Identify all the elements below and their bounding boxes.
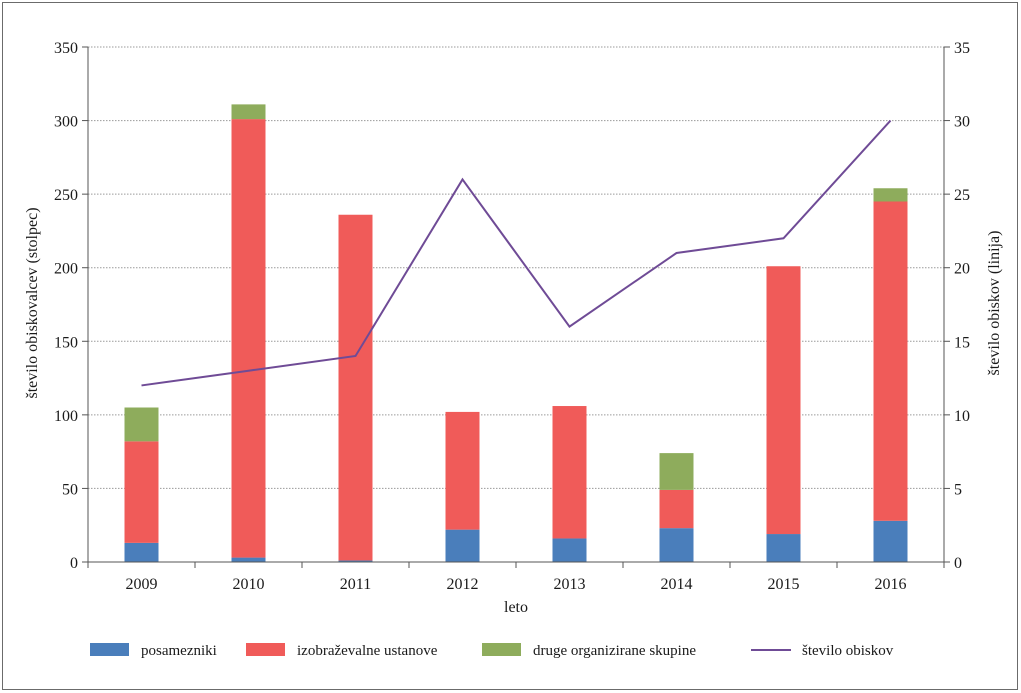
- bar-izobrazevalne-ustanove-2010: [231, 119, 266, 558]
- bar-druge-skupine-2016: [873, 188, 908, 202]
- bar-druge-skupine-2014: [659, 453, 694, 490]
- y-tick-label: 0: [70, 555, 78, 572]
- y2-tick-label: 15: [954, 334, 970, 351]
- axes: 0 50 100 150 200 250 300 350 0 5 10 15 20 25 30 35 2009 2…: [54, 40, 970, 593]
- legend-swatch-posamezniki: [90, 643, 129, 656]
- legend-label-stevilo-obiskov: število obiskov: [802, 643, 894, 659]
- bar-posamezniki-2012: [445, 529, 480, 562]
- legend: posamezniki izobraževalne ustanove druge…: [90, 643, 894, 659]
- legend-label-druge-organizirane-skupine: druge organizirane skupine: [533, 643, 696, 659]
- y2-tick-label: 35: [954, 40, 970, 57]
- y-tick-label: 200: [54, 261, 78, 278]
- x-tick-label-2009: 2009: [126, 576, 158, 593]
- y2-tick-label: 0: [954, 555, 962, 572]
- y2-tick-label: 25: [954, 187, 970, 204]
- x-tick-label-2010: 2010: [233, 576, 265, 593]
- bar-izobrazevalne-ustanove-2016: [873, 201, 908, 521]
- bar-druge-skupine-2009: [124, 407, 159, 442]
- y-tick-label: 350: [54, 40, 78, 57]
- line-stevilo-obiskov: [141, 119, 892, 387]
- y-tick-label: 100: [54, 408, 78, 425]
- gridlines: [88, 46, 944, 489]
- y-tick-label: 250: [54, 187, 78, 204]
- bar-izobrazevalne-ustanove-2011: [338, 214, 373, 561]
- bar-posamezniki-2009: [124, 542, 159, 562]
- bar-posamezniki-2013: [552, 538, 587, 562]
- y2-tick-label: 20: [954, 261, 970, 278]
- bar-izobrazevalne-ustanove-2013: [552, 406, 587, 539]
- y2-tick-label: 10: [954, 408, 970, 425]
- x-tick-label-2013: 2013: [554, 576, 586, 593]
- legend-label-posamezniki: posamezniki: [141, 643, 217, 659]
- x-tick-label-2016: 2016: [875, 576, 907, 593]
- legend-swatch-izobrazevalne-ustanove: [246, 643, 285, 656]
- x-tick-label-2011: 2011: [340, 576, 371, 593]
- x-tick-label-2012: 2012: [447, 576, 479, 593]
- y2-tick-label: 30: [954, 114, 970, 131]
- y2-tick-label: 5: [954, 481, 962, 498]
- y-tick-label: 50: [62, 481, 78, 498]
- bar-series: [124, 104, 908, 562]
- bar-posamezniki-2015: [766, 534, 801, 562]
- legend-label-izobrazevalne-ustanove: izobraževalne ustanove: [297, 643, 438, 659]
- bar-izobrazevalne-ustanove-2015: [766, 266, 801, 535]
- bar-izobrazevalne-ustanove-2014: [659, 489, 694, 529]
- legend-swatch-druge-organizirane-skupine: [482, 643, 521, 656]
- y2-axis-title: število obiskov (linija): [986, 231, 1003, 376]
- bar-izobrazevalne-ustanove-2009: [124, 441, 159, 543]
- y-tick-label: 150: [54, 334, 78, 351]
- y-tick-label: 300: [54, 114, 78, 131]
- x-tick-label-2014: 2014: [661, 576, 693, 593]
- y-axis-title: število obiskovalcev (stolpec): [24, 207, 41, 398]
- bar-posamezniki-2011: [338, 560, 373, 562]
- x-axis-title: leto: [504, 599, 528, 616]
- bar-posamezniki-2010: [231, 557, 266, 562]
- bar-posamezniki-2016: [873, 520, 908, 562]
- bar-izobrazevalne-ustanove-2012: [445, 411, 480, 530]
- x-tick-label-2015: 2015: [768, 576, 800, 593]
- bar-posamezniki-2014: [659, 528, 694, 562]
- line-series: [141, 119, 892, 387]
- bar-druge-skupine-2010: [231, 104, 266, 120]
